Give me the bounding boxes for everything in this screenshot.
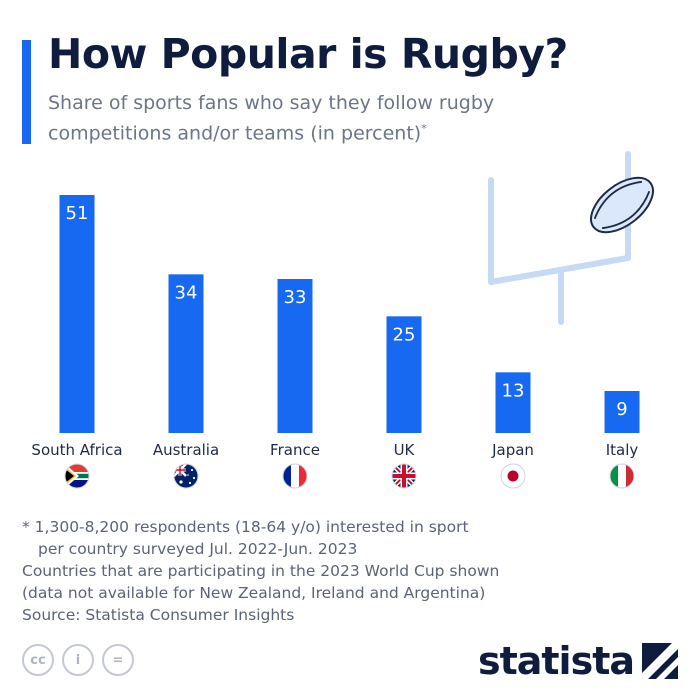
goalpost-icon bbox=[488, 151, 631, 325]
bar-uk bbox=[386, 316, 422, 433]
rugby-ball-icon bbox=[590, 176, 654, 234]
footnote-line-2: per country surveyed Jul. 2022-Jun. 2023 bbox=[38, 540, 358, 558]
value-label-australia: 34 bbox=[175, 282, 198, 303]
south-africa-flag-icon bbox=[64, 463, 90, 489]
page-title: How Popular is Rugby? bbox=[48, 30, 568, 78]
italy-flag-icon bbox=[609, 463, 635, 489]
statista-logo-icon bbox=[642, 643, 678, 679]
brand-name: statista bbox=[477, 639, 635, 683]
category-label-uk: UK bbox=[394, 441, 416, 459]
category-label-south-africa: South Africa bbox=[31, 441, 122, 459]
category-labels-group: South Africa Australia France UK Japan Italy bbox=[31, 441, 638, 459]
japan-flag-icon bbox=[500, 463, 526, 489]
category-label-france: France bbox=[270, 441, 320, 459]
footnote-line-1: * 1,300-8,200 respondents (18-64 y/o) in… bbox=[22, 518, 469, 536]
value-label-south-africa: 51 bbox=[66, 203, 89, 224]
bar-south-africa bbox=[59, 195, 95, 433]
no-derivatives-icon[interactable]: = bbox=[102, 644, 134, 676]
title-accent-bar bbox=[22, 40, 31, 144]
bar-australia bbox=[168, 274, 204, 433]
flags-group bbox=[64, 463, 635, 489]
creative-commons-icon[interactable]: cc bbox=[22, 644, 54, 676]
france-flag-icon bbox=[282, 463, 308, 489]
bars-group bbox=[59, 195, 640, 433]
subtitle-footnote-mark: * bbox=[421, 122, 427, 135]
bar-france bbox=[277, 279, 313, 433]
value-label-japan: 13 bbox=[502, 380, 525, 401]
rugby-goalpost-illustration bbox=[488, 151, 654, 325]
value-label-uk: 25 bbox=[393, 324, 416, 345]
source-note: Source: Statista Consumer Insights bbox=[22, 606, 295, 624]
value-label-france: 33 bbox=[284, 287, 307, 308]
footnotes: * 1,300-8,200 respondents (18-64 y/o) in… bbox=[22, 516, 499, 626]
australia-flag-icon bbox=[173, 463, 199, 489]
attribution-icon[interactable]: i bbox=[62, 644, 94, 676]
subtitle-text: Share of sports fans who say they follow… bbox=[48, 92, 495, 145]
license-icons: cc i = bbox=[22, 644, 134, 676]
footnote-line-3: Countries that are participating in the … bbox=[22, 562, 500, 580]
value-labels-group: 51 34 33 25 13 9 bbox=[66, 203, 628, 420]
category-label-japan: Japan bbox=[491, 441, 534, 459]
category-label-australia: Australia bbox=[153, 441, 219, 459]
category-label-italy: Italy bbox=[606, 441, 639, 459]
value-label-italy: 9 bbox=[616, 399, 627, 420]
bar-chart: 51 34 33 25 13 9 South Africa Australia France U… bbox=[31, 151, 654, 489]
bar-italy bbox=[604, 391, 640, 433]
uk-flag-icon bbox=[391, 463, 417, 489]
statista-brand[interactable]: statista bbox=[478, 641, 678, 681]
page-subtitle: Share of sports fans who say they follow… bbox=[48, 91, 568, 146]
footnote-line-4: (data not available for New Zealand, Ire… bbox=[22, 584, 486, 602]
bar-japan bbox=[495, 372, 531, 433]
